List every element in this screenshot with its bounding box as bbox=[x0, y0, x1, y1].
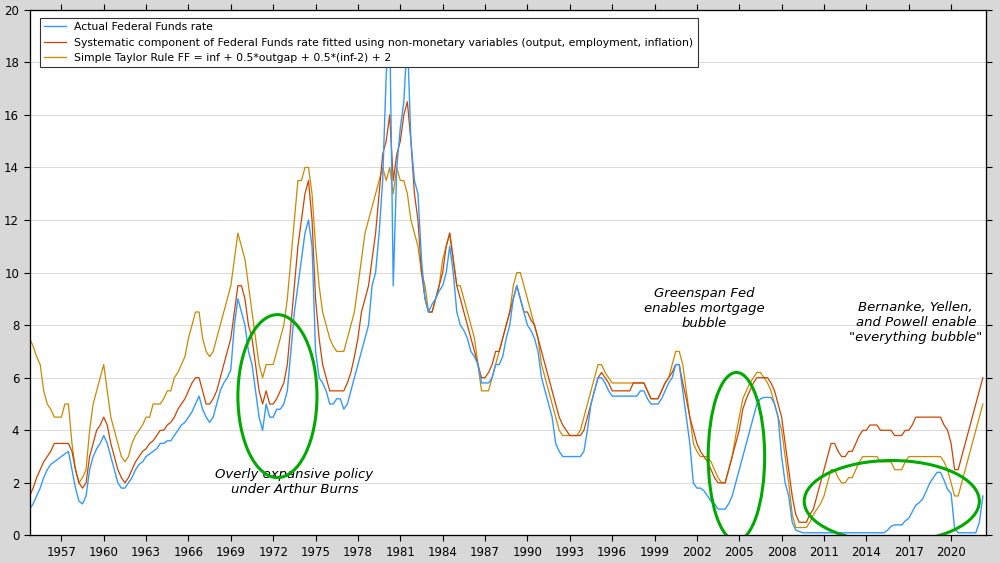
Actual Federal Funds rate bbox=[977, 493, 989, 499]
Line: Systematic component of Federal Funds rate fitted using non-monetary variables (output, employment, inflation): Systematic component of Federal Funds ra… bbox=[30, 102, 983, 522]
Simple Taylor Rule FF = inf + 0.5*outgap + 0.5*(inf-2) + 2 bbox=[977, 401, 989, 408]
Actual Federal Funds rate bbox=[701, 493, 713, 499]
Actual Federal Funds rate bbox=[641, 395, 653, 402]
Simple Taylor Rule FF = inf + 0.5*outgap + 0.5*(inf-2) + 2 bbox=[701, 453, 713, 460]
Simple Taylor Rule FF = inf + 0.5*outgap + 0.5*(inf-2) + 2 bbox=[345, 322, 357, 329]
Systematic component of Federal Funds rate fitted using non-monetary variables (output, employment, inflation) bbox=[701, 458, 713, 465]
Simple Taylor Rule FF = inf + 0.5*outgap + 0.5*(inf-2) + 2 bbox=[790, 524, 802, 531]
Actual Federal Funds rate bbox=[899, 517, 911, 524]
Line: Actual Federal Funds rate: Actual Federal Funds rate bbox=[30, 23, 983, 533]
Text: Greenspan Fed
enables mortgage
bubble: Greenspan Fed enables mortgage bubble bbox=[644, 287, 764, 330]
Actual Federal Funds rate bbox=[341, 401, 353, 408]
Simple Taylor Rule FF = inf + 0.5*outgap + 0.5*(inf-2) + 2 bbox=[641, 387, 653, 394]
Actual Federal Funds rate bbox=[673, 361, 685, 368]
Legend: Actual Federal Funds rate, Systematic component of Federal Funds rate fitted usi: Actual Federal Funds rate, Systematic co… bbox=[40, 18, 698, 67]
Systematic component of Federal Funds rate fitted using non-monetary variables (output, employment, inflation) bbox=[899, 427, 911, 434]
Text: Bernanke, Yellen,
and Powell enable
"everything bubble": Bernanke, Yellen, and Powell enable "eve… bbox=[849, 301, 982, 343]
Systematic component of Federal Funds rate fitted using non-monetary variables (output, employment, inflation) bbox=[977, 374, 989, 381]
Simple Taylor Rule FF = inf + 0.5*outgap + 0.5*(inf-2) + 2 bbox=[24, 335, 36, 342]
Systematic component of Federal Funds rate fitted using non-monetary variables (output, employment, inflation) bbox=[24, 493, 36, 499]
Simple Taylor Rule FF = inf + 0.5*outgap + 0.5*(inf-2) + 2 bbox=[906, 453, 918, 460]
Systematic component of Federal Funds rate fitted using non-monetary variables (output, employment, inflation) bbox=[673, 361, 685, 368]
Simple Taylor Rule FF = inf + 0.5*outgap + 0.5*(inf-2) + 2 bbox=[299, 164, 311, 171]
Text: Overly expansive policy
under Arthur Burns: Overly expansive policy under Arthur Bur… bbox=[215, 468, 373, 496]
Systematic component of Federal Funds rate fitted using non-monetary variables (output, employment, inflation) bbox=[793, 519, 805, 526]
Actual Federal Funds rate bbox=[384, 20, 396, 26]
Actual Federal Funds rate bbox=[24, 506, 36, 512]
Systematic component of Federal Funds rate fitted using non-monetary variables (output, employment, inflation) bbox=[341, 379, 353, 386]
Actual Federal Funds rate bbox=[906, 508, 918, 515]
Actual Federal Funds rate bbox=[797, 529, 809, 536]
Simple Taylor Rule FF = inf + 0.5*outgap + 0.5*(inf-2) + 2 bbox=[673, 348, 685, 355]
Systematic component of Federal Funds rate fitted using non-monetary variables (output, employment, inflation) bbox=[641, 387, 653, 394]
Systematic component of Federal Funds rate fitted using non-monetary variables (output, employment, inflation) bbox=[401, 99, 413, 105]
Simple Taylor Rule FF = inf + 0.5*outgap + 0.5*(inf-2) + 2 bbox=[899, 458, 911, 465]
Line: Simple Taylor Rule FF = inf + 0.5*outgap + 0.5*(inf-2) + 2: Simple Taylor Rule FF = inf + 0.5*outgap… bbox=[30, 167, 983, 528]
Systematic component of Federal Funds rate fitted using non-monetary variables (output, employment, inflation) bbox=[906, 422, 918, 428]
